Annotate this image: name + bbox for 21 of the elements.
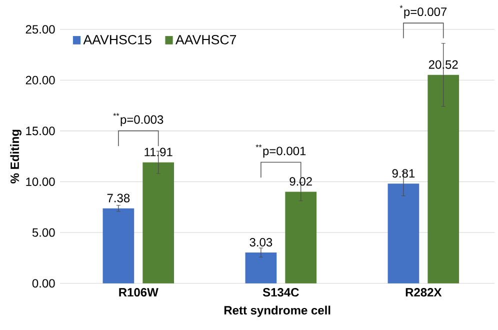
data-label: 3.03: [250, 238, 272, 247]
y-tick-label: 5.00: [32, 228, 55, 237]
annotation: $^{**}$p=0.001: [256, 144, 306, 158]
data-label: 11.91: [144, 148, 172, 156]
y-tick-label: 20.00: [26, 76, 55, 84]
y-tick-label: 25.00: [26, 25, 55, 34]
x-axis-title: Rett syndrome cell: [224, 306, 330, 317]
data-label: 9.81: [392, 169, 415, 178]
x-tick-label: S134C: [262, 288, 299, 297]
annotation: $^{**}$p=0.003: [113, 113, 164, 126]
x-tick-label: R282X: [406, 288, 442, 297]
text: $^{*}$p=0.007: [400, 5, 447, 18]
data-label: 7.38: [107, 194, 130, 202]
legend-label: AAVHSC15: [83, 34, 152, 44]
y-tick-label: 15.00: [26, 126, 55, 136]
y-axis-title: % Editing: [10, 130, 22, 184]
y-tick-label: 0.00: [32, 279, 55, 288]
data-label: 9.02: [290, 177, 312, 186]
y-tick-label: 10.00: [26, 177, 55, 186]
legend-label: AAVHSC7: [176, 34, 236, 44]
x-tick-label: R106W: [119, 288, 158, 297]
